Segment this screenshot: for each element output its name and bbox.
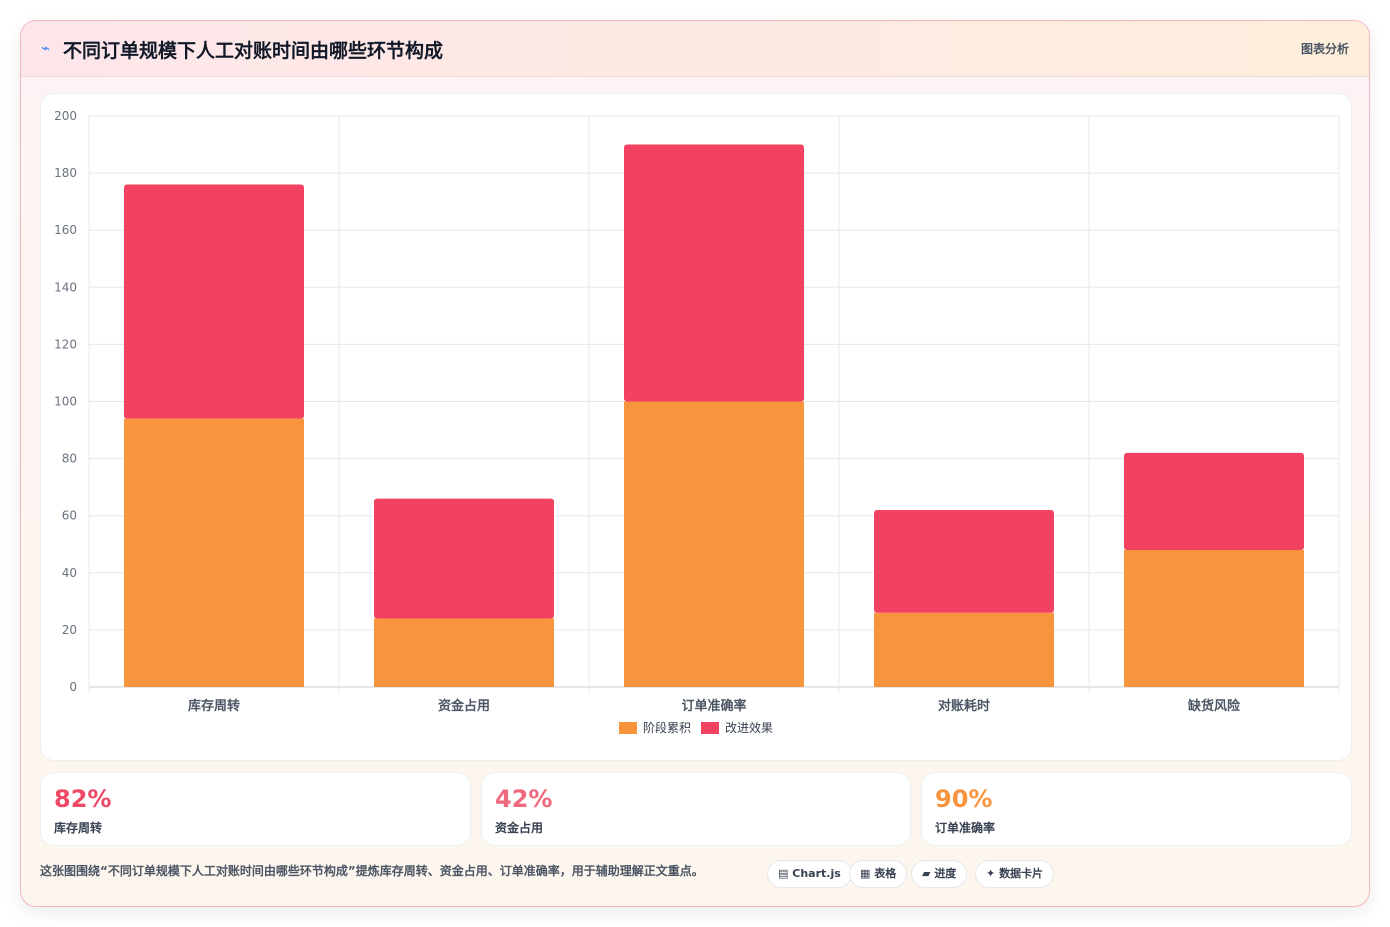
stat-label: 订单准确率 — [935, 821, 996, 835]
tag-label: 进度 — [934, 867, 957, 880]
tag-label: 数据卡片 — [999, 867, 1044, 880]
y-tick-label: 120 — [54, 337, 77, 351]
stat-value: 42% — [495, 785, 553, 813]
bar-stage-accumulation — [374, 618, 554, 687]
stat-label: 库存周转 — [54, 821, 103, 835]
chart-icon: ▤ — [778, 867, 789, 880]
footer-description: 这张图围绕“不同订单规模下人工对账时间由哪些环节构成”提炼库存周转、资金占用、订… — [40, 864, 704, 878]
stat-value: 90% — [935, 785, 993, 813]
y-tick-label: 180 — [54, 166, 77, 180]
x-tick-label: 库存周转 — [188, 698, 240, 714]
bar-stage-accumulation — [874, 612, 1054, 687]
bar-improvement-effect — [1124, 452, 1304, 550]
legend-label: 改进效果 — [725, 720, 773, 735]
stat-value: 82% — [54, 785, 112, 813]
legend-swatch — [701, 722, 719, 734]
tag-progress[interactable]: ▰ 进度 — [911, 860, 968, 888]
y-tick-label: 80 — [62, 452, 77, 466]
stacked-bar-chart: 0 20 40 60 80 100 120 140 160 180 200 库存周转 资金占用 订单准确率… — [54, 109, 1340, 735]
x-tick-label: 资金占用 — [438, 698, 490, 714]
tag-data-cards[interactable]: ✦ 数据卡片 — [975, 860, 1055, 888]
y-tick-label: 0 — [69, 680, 77, 694]
bar-improvement-effect — [624, 144, 804, 402]
chart-analysis-link[interactable]: 图表分析 — [1300, 42, 1349, 56]
tag-table[interactable]: ▦ 表格 — [849, 860, 908, 888]
bar-stage-accumulation — [124, 418, 304, 687]
chart-card: ⌁ 不同订单规模下人工对账时间由哪些环节构成 图表分析 0 20 40 60 80 100… — [20, 20, 1370, 907]
stat-card-3: 90% 订单准确率 — [921, 772, 1352, 846]
y-tick-label: 100 — [54, 395, 77, 409]
sparkle-icon: ✦ — [986, 867, 996, 880]
bar-improvement-effect — [374, 498, 554, 619]
table-icon: ▦ — [860, 867, 871, 880]
bar-improvement-effect — [124, 184, 304, 419]
y-tick-label: 40 — [62, 566, 77, 580]
stat-card-2: 42% 资金占用 — [481, 772, 911, 846]
x-tick-label: 订单准确率 — [681, 698, 746, 714]
tag-label: 表格 — [874, 867, 897, 880]
card-header: ⌁ 不同订单规模下人工对账时间由哪些环节构成 图表分析 — [21, 21, 1369, 77]
bar-stage-accumulation — [624, 401, 804, 687]
page-title: 不同订单规模下人工对账时间由哪些环节构成 — [63, 40, 444, 62]
y-tick-label: 140 — [54, 280, 77, 294]
x-tick-label: 对账耗时 — [938, 698, 990, 714]
legend-swatch — [619, 722, 637, 734]
y-tick-label: 20 — [62, 623, 77, 637]
y-tick-label: 60 — [62, 509, 77, 523]
progress-icon: ▰ — [922, 867, 931, 880]
stat-label: 资金占用 — [495, 821, 544, 835]
y-tick-label: 160 — [54, 223, 77, 237]
stat-card-1: 82% 库存周转 — [40, 772, 471, 846]
y-tick-label: 200 — [54, 109, 77, 123]
x-tick-label: 缺货风险 — [1187, 698, 1241, 714]
chart-panel: 0 20 40 60 80 100 120 140 160 180 200 库存周转 资金占用 订单准确率… — [40, 93, 1352, 761]
legend-label: 阶段累积 — [643, 720, 691, 735]
bar-stage-accumulation — [1124, 549, 1304, 687]
chart-icon: ⌁ — [41, 39, 51, 57]
tag-label: Chart.js — [792, 867, 841, 880]
bar-improvement-effect — [874, 509, 1054, 613]
tag-chartjs[interactable]: ▤ Chart.js — [767, 860, 852, 888]
